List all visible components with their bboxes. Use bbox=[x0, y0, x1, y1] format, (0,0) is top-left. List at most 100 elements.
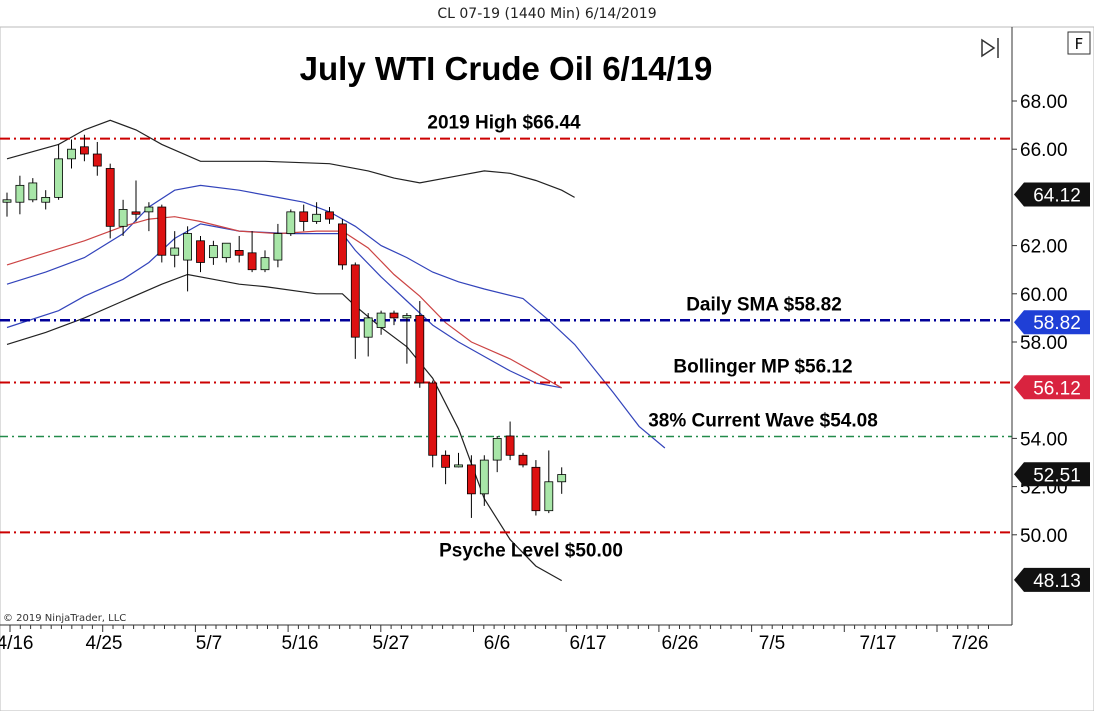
price-badge-box bbox=[1014, 567, 1090, 592]
candle bbox=[415, 301, 425, 388]
x-tick-label: 6/6 bbox=[484, 633, 510, 654]
candle-body-up bbox=[221, 242, 231, 259]
candle bbox=[402, 313, 412, 364]
candle bbox=[428, 380, 438, 468]
candle bbox=[260, 250, 270, 273]
candle-body-up bbox=[492, 437, 502, 461]
candle-body-up bbox=[144, 206, 154, 213]
candle-body-up bbox=[41, 196, 51, 203]
price-badges: 64.12 58.82 56.12 52.51 48.13 bbox=[1014, 182, 1090, 592]
candle bbox=[170, 231, 180, 268]
x-axis: 4/16 4/25 5/7 5/16 5/27 6/6 6/17 6/26 7/5 7/17 7/2… bbox=[0, 625, 989, 654]
play-forward-icon[interactable] bbox=[981, 38, 999, 58]
candle-body-up bbox=[402, 315, 412, 319]
price-badge: 64.12 bbox=[1014, 182, 1090, 207]
f-button[interactable]: F bbox=[1067, 31, 1091, 55]
candle bbox=[54, 144, 63, 200]
candle-body-up bbox=[454, 464, 463, 468]
candle-body-down bbox=[299, 211, 309, 222]
price-badge-label: 64.12 bbox=[1033, 186, 1081, 207]
candle-body-up bbox=[183, 233, 193, 261]
candle bbox=[325, 207, 334, 224]
candle-body-down bbox=[337, 223, 347, 266]
candle bbox=[492, 435, 502, 473]
candle-body-up bbox=[260, 257, 270, 271]
candle bbox=[544, 450, 554, 514]
candle bbox=[2, 192, 12, 217]
x-tick-label: 5/7 bbox=[196, 633, 222, 654]
x-tick-label: 5/27 bbox=[373, 633, 410, 654]
candle-body-down bbox=[466, 464, 476, 495]
candle bbox=[466, 455, 476, 518]
x-tick-label: 7/5 bbox=[759, 633, 785, 654]
candle bbox=[557, 467, 567, 494]
candle-body-down bbox=[92, 153, 102, 167]
candle bbox=[67, 139, 76, 169]
candle bbox=[454, 452, 463, 468]
candle bbox=[80, 134, 89, 162]
level-label: Bollinger MP $56.12 bbox=[673, 356, 852, 377]
chart-header: CL 07-19 (1440 Min) 6/14/2019 bbox=[437, 6, 656, 22]
candle bbox=[518, 452, 528, 468]
candle-body-down bbox=[518, 454, 528, 466]
price-badge-label: 52.51 bbox=[1033, 465, 1081, 486]
f-button-label: F bbox=[1075, 35, 1084, 53]
x-tick-label: 6/17 bbox=[570, 633, 607, 654]
candle bbox=[208, 240, 218, 265]
band-inner-upper bbox=[6, 184, 666, 449]
candle-body-down bbox=[131, 211, 141, 215]
candle bbox=[183, 226, 193, 292]
price-badge: 52.51 bbox=[1014, 462, 1090, 487]
price-badge-box bbox=[1014, 310, 1090, 335]
candle-body-up bbox=[2, 199, 12, 203]
candle-body-up bbox=[118, 209, 128, 227]
candle-body-down bbox=[505, 435, 515, 456]
chart-frame bbox=[0, 26, 1094, 711]
candle-body-up bbox=[544, 481, 554, 512]
candle-body-down bbox=[234, 250, 244, 256]
candle-body-up bbox=[67, 148, 76, 160]
candle-body-down bbox=[441, 454, 451, 468]
candle-body-up bbox=[363, 317, 373, 338]
candle bbox=[234, 235, 244, 263]
candle-body-down bbox=[247, 252, 257, 271]
y-tick-label: 62.00 bbox=[1020, 237, 1068, 258]
candle bbox=[299, 204, 309, 232]
y-tick-label: 66.00 bbox=[1020, 140, 1068, 161]
plot-area[interactable]: 2019 High $66.44 Daily SMA $58.82 Bollinge… bbox=[0, 113, 1012, 582]
x-tick-label: 5/16 bbox=[282, 633, 319, 654]
x-tick-label: 4/16 bbox=[0, 633, 33, 654]
candle-body-down bbox=[157, 206, 167, 256]
candle-body-up bbox=[273, 233, 283, 261]
level-label: Psyche Level $50.00 bbox=[439, 540, 623, 561]
candle bbox=[505, 421, 515, 461]
level-label: 38% Current Wave $54.08 bbox=[648, 410, 878, 431]
candle bbox=[41, 190, 51, 210]
candle bbox=[131, 180, 141, 222]
candle bbox=[389, 310, 399, 326]
candle bbox=[479, 455, 489, 506]
candle-body-up bbox=[479, 459, 489, 495]
candle-body-up bbox=[557, 474, 567, 483]
candle-body-up bbox=[312, 213, 322, 222]
x-tick-label: 6/26 bbox=[662, 633, 699, 654]
candle-body-down bbox=[389, 312, 399, 319]
price-badge: 48.13 bbox=[1014, 567, 1090, 592]
candle bbox=[28, 178, 38, 203]
candle-body-up bbox=[15, 184, 25, 203]
candle bbox=[273, 223, 283, 268]
candle bbox=[221, 242, 231, 263]
level-lines: 2019 High $66.44 Daily SMA $58.82 Bollinge… bbox=[0, 113, 1012, 561]
candle bbox=[118, 199, 128, 236]
price-badge-label: 58.82 bbox=[1033, 313, 1081, 334]
candle bbox=[376, 310, 386, 335]
candle-body-down bbox=[531, 466, 541, 512]
candle bbox=[312, 202, 322, 224]
candle bbox=[531, 460, 541, 516]
candle bbox=[286, 209, 296, 236]
price-badge: 58.82 bbox=[1014, 310, 1090, 335]
candle-body-down bbox=[80, 146, 89, 155]
copyright-text: © 2019 NinjaTrader, LLC bbox=[3, 613, 126, 624]
